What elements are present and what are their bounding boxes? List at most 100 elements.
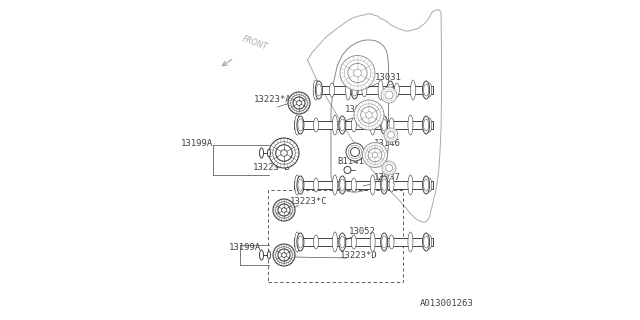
Ellipse shape [351, 118, 356, 132]
Bar [294, 181, 433, 189]
Circle shape [384, 128, 398, 142]
Circle shape [358, 104, 380, 126]
Ellipse shape [314, 235, 319, 249]
Ellipse shape [314, 178, 319, 192]
Ellipse shape [313, 80, 318, 100]
Circle shape [288, 92, 310, 114]
Ellipse shape [352, 84, 357, 96]
Ellipse shape [427, 178, 432, 192]
Circle shape [276, 247, 292, 263]
Ellipse shape [424, 84, 429, 96]
Circle shape [273, 142, 295, 164]
Ellipse shape [381, 119, 387, 131]
Circle shape [365, 146, 385, 164]
Circle shape [368, 148, 382, 162]
Ellipse shape [394, 83, 399, 97]
Circle shape [344, 166, 351, 173]
Text: A013001263: A013001263 [420, 299, 474, 308]
Ellipse shape [424, 236, 429, 248]
Circle shape [385, 91, 393, 99]
Ellipse shape [411, 80, 415, 100]
Circle shape [281, 150, 287, 156]
Circle shape [346, 143, 364, 161]
Circle shape [293, 97, 305, 109]
Ellipse shape [351, 235, 356, 249]
Ellipse shape [339, 176, 346, 194]
Ellipse shape [370, 115, 375, 135]
Ellipse shape [297, 233, 304, 251]
Text: B11414: B11414 [337, 157, 369, 166]
Ellipse shape [340, 179, 345, 191]
Text: 13146: 13146 [374, 140, 401, 148]
Ellipse shape [381, 176, 388, 194]
Text: 13223*B: 13223*B [253, 164, 290, 172]
Ellipse shape [340, 119, 345, 131]
Ellipse shape [389, 118, 394, 132]
Circle shape [344, 60, 371, 86]
Text: 13223*A: 13223*A [254, 95, 292, 105]
Ellipse shape [268, 251, 271, 259]
Ellipse shape [294, 232, 300, 252]
Ellipse shape [297, 116, 304, 134]
Text: 13031: 13031 [375, 73, 402, 82]
Circle shape [387, 132, 394, 139]
Circle shape [282, 252, 287, 257]
Text: 13199A: 13199A [229, 243, 261, 252]
Circle shape [273, 199, 295, 221]
Ellipse shape [298, 236, 303, 248]
Circle shape [382, 161, 396, 175]
Text: 13034: 13034 [345, 106, 372, 115]
Circle shape [354, 100, 384, 130]
Ellipse shape [297, 176, 304, 194]
Ellipse shape [370, 175, 375, 195]
Text: 13199A: 13199A [181, 139, 213, 148]
Ellipse shape [316, 84, 321, 96]
Text: 13037: 13037 [374, 173, 401, 182]
Ellipse shape [294, 115, 300, 135]
Ellipse shape [268, 149, 271, 157]
Ellipse shape [332, 232, 337, 252]
Ellipse shape [332, 115, 337, 135]
Bar [294, 121, 433, 129]
Circle shape [348, 63, 367, 83]
Circle shape [282, 208, 287, 212]
Ellipse shape [316, 81, 323, 99]
Bar [294, 238, 433, 246]
Bar [268, 190, 403, 282]
Ellipse shape [424, 179, 429, 191]
Ellipse shape [339, 116, 346, 134]
Circle shape [278, 204, 290, 216]
Circle shape [385, 164, 392, 172]
Circle shape [362, 142, 387, 167]
Ellipse shape [339, 233, 346, 251]
Ellipse shape [298, 179, 303, 191]
Ellipse shape [259, 148, 264, 158]
Ellipse shape [330, 83, 335, 97]
Circle shape [273, 244, 295, 266]
Circle shape [276, 202, 292, 218]
Ellipse shape [427, 83, 432, 97]
Ellipse shape [422, 233, 429, 251]
Circle shape [276, 145, 292, 161]
Ellipse shape [370, 232, 375, 252]
Ellipse shape [259, 250, 264, 260]
Ellipse shape [427, 235, 432, 249]
Ellipse shape [424, 119, 429, 131]
Ellipse shape [422, 176, 429, 194]
Ellipse shape [422, 81, 429, 99]
Ellipse shape [387, 81, 394, 99]
Ellipse shape [298, 119, 303, 131]
Circle shape [361, 107, 377, 123]
Circle shape [372, 152, 378, 158]
Text: 13223*D: 13223*D [340, 252, 378, 260]
Ellipse shape [314, 118, 319, 132]
Circle shape [381, 87, 397, 103]
Text: 13223*C: 13223*C [290, 197, 328, 206]
Ellipse shape [381, 233, 388, 251]
Ellipse shape [389, 235, 394, 249]
Bar [312, 86, 433, 94]
Ellipse shape [408, 232, 413, 252]
Ellipse shape [408, 115, 413, 135]
Ellipse shape [351, 178, 356, 192]
Circle shape [296, 100, 301, 105]
